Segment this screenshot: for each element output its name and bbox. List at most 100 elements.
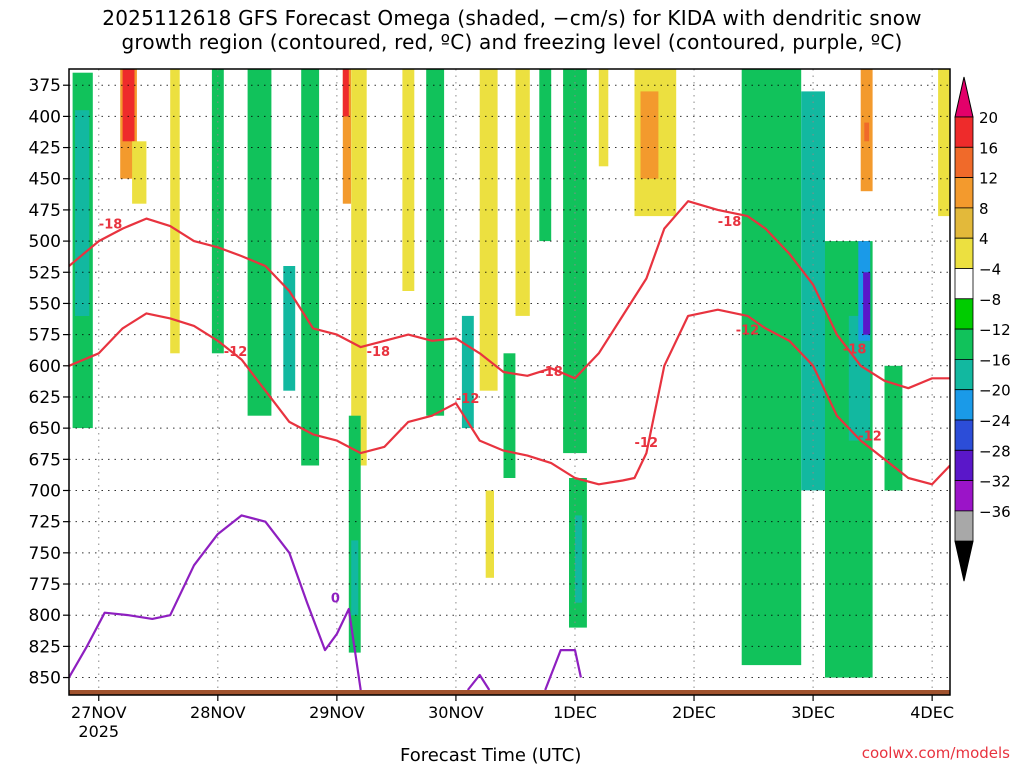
y-tick-label-775: 775 [29, 575, 61, 595]
colorbar-label-3: 8 [979, 200, 989, 218]
colorbar-swatch-5 [954, 237, 974, 269]
contour-label-7: -12 [736, 324, 760, 339]
y-tick-label-725: 725 [29, 513, 61, 533]
omega-region-8 [283, 266, 296, 391]
contour-label-3: -12 [456, 392, 480, 407]
omega-region-34 [863, 272, 871, 335]
contour-label-8: -18 [843, 342, 867, 357]
omega-region-32 [848, 315, 871, 441]
x-tick-label-2DEC: 2DEC [672, 703, 716, 722]
omega-region-15 [402, 69, 415, 291]
contour-label-6: -18 [718, 215, 742, 230]
colorbar-label-2: 12 [979, 170, 998, 188]
colorbar-label-4: 4 [979, 230, 989, 248]
colorbar-swatch-9 [954, 358, 974, 391]
colorbar-label-1: 16 [979, 139, 998, 157]
omega-region-28 [640, 91, 659, 179]
colorbar-swatch-13 [954, 480, 974, 512]
credit-link[interactable]: coolwx.com/models [861, 744, 1010, 762]
omega-region-26 [598, 69, 609, 167]
y-tick-label-450: 450 [29, 170, 61, 190]
contour-label-1: -12 [224, 345, 248, 360]
x-axis-title: Forecast Time (UTC) [400, 745, 582, 766]
omega-region-5 [170, 69, 180, 354]
y-tick-label-750: 750 [29, 544, 61, 564]
contour-freezing-level-b2 [544, 648, 582, 691]
colorbar-swatch-6 [954, 268, 974, 300]
colorbar-label-0: 20 [979, 109, 998, 127]
colorbar-label-12: −32 [979, 473, 1011, 491]
y-tick-label-550: 550 [29, 294, 61, 314]
colorbar-swatch-14 [954, 510, 974, 542]
y-tick-label-400: 400 [29, 107, 61, 127]
contour-labels: -18 -12 -18 -12 -18 -12 -18 -12 -18 -12 0 [99, 215, 882, 607]
y-tick-label-375: 375 [29, 76, 61, 96]
omega-region-19 [485, 490, 494, 578]
terrain-band [69, 690, 950, 695]
omega-region-11 [342, 69, 349, 117]
colorbar-swatch-3 [954, 177, 974, 209]
y-tick-label-475: 475 [29, 201, 61, 221]
omega-region-21 [515, 69, 530, 316]
contour-label-4: -18 [539, 365, 563, 380]
colorbar-swatch-8 [954, 328, 974, 360]
omega-region-12 [351, 69, 367, 466]
colorbar-label-9: −20 [979, 382, 1011, 400]
x-tick-label-4DEC: 4DEC [910, 703, 954, 722]
colorbar-swatch-7 [954, 298, 974, 330]
y-tick-label-650: 650 [29, 419, 61, 439]
contour-dendritic-minus18 [69, 200, 950, 390]
colorbar-label-6: −8 [979, 291, 1001, 309]
omega-region-3 [122, 69, 135, 142]
colorbar-label-5: −4 [979, 261, 1001, 279]
chart-title: 2025112618 GFS Forecast Omega (shaded, −… [0, 6, 1024, 54]
colorbar-swatch-12 [954, 449, 974, 481]
omega-region-16 [426, 69, 445, 416]
omega-region-22 [539, 69, 552, 242]
y-tick-label-575: 575 [29, 326, 61, 346]
omega-region-38 [938, 69, 950, 217]
colorbar-swatch-1 [954, 116, 974, 148]
x-tick-label-3DEC: 3DEC [791, 703, 835, 722]
colorbar-swatch-4 [954, 207, 974, 239]
colorbar-bottom-arrow [954, 540, 974, 582]
omega-region-20 [503, 353, 516, 478]
contour-label-2: -18 [367, 345, 391, 360]
y-tick-label-825: 825 [29, 637, 61, 657]
x-tick-sublabel-27NOV: 2025 [78, 722, 119, 741]
omega-region-10 [342, 69, 352, 204]
x-tick-label-28NOV: 28NOV [190, 703, 246, 722]
y-tick-label-800: 800 [29, 606, 61, 626]
contour-dendritic-minus12 [69, 308, 950, 486]
omega-region-36 [864, 122, 870, 142]
y-tick-label-700: 700 [29, 481, 61, 501]
colorbar-label-7: −12 [979, 321, 1011, 339]
omega-region-14 [351, 540, 359, 616]
x-tick-label-30NOV: 30NOV [428, 703, 484, 722]
plot-frame [68, 68, 951, 696]
omega-region-13 [348, 415, 361, 653]
omega-region-7 [247, 69, 272, 416]
contour-label-10: 0 [331, 592, 340, 607]
title-line-2: growth region (contoured, red, ºC) and f… [121, 30, 903, 54]
y-tick-label-425: 425 [29, 139, 61, 159]
omega-region-4 [132, 141, 147, 204]
omega-shading [72, 69, 950, 678]
colorbar: 20 16 12 8 4 −4 −8 −12 −16 −20 −24 −28 −32 −36 [954, 76, 1011, 582]
colorbar-swatch-11 [954, 419, 974, 451]
contour-freezing-level [69, 514, 362, 691]
omega-region-1 [75, 110, 90, 316]
contours [69, 200, 950, 691]
omega-region-25 [575, 515, 583, 603]
colorbar-label-8: −16 [979, 351, 1011, 369]
colorbar-top-arrow [954, 76, 974, 118]
omega-region-9 [301, 69, 320, 466]
omega-region-18 [479, 69, 498, 391]
contour-freezing-level-b1 [466, 673, 491, 691]
omega-region-29 [741, 69, 802, 666]
omega-region-23 [563, 69, 587, 454]
y-tick-label-850: 850 [29, 669, 61, 689]
y-tick-label-500: 500 [29, 232, 61, 252]
contour-label-5: -12 [635, 436, 659, 451]
